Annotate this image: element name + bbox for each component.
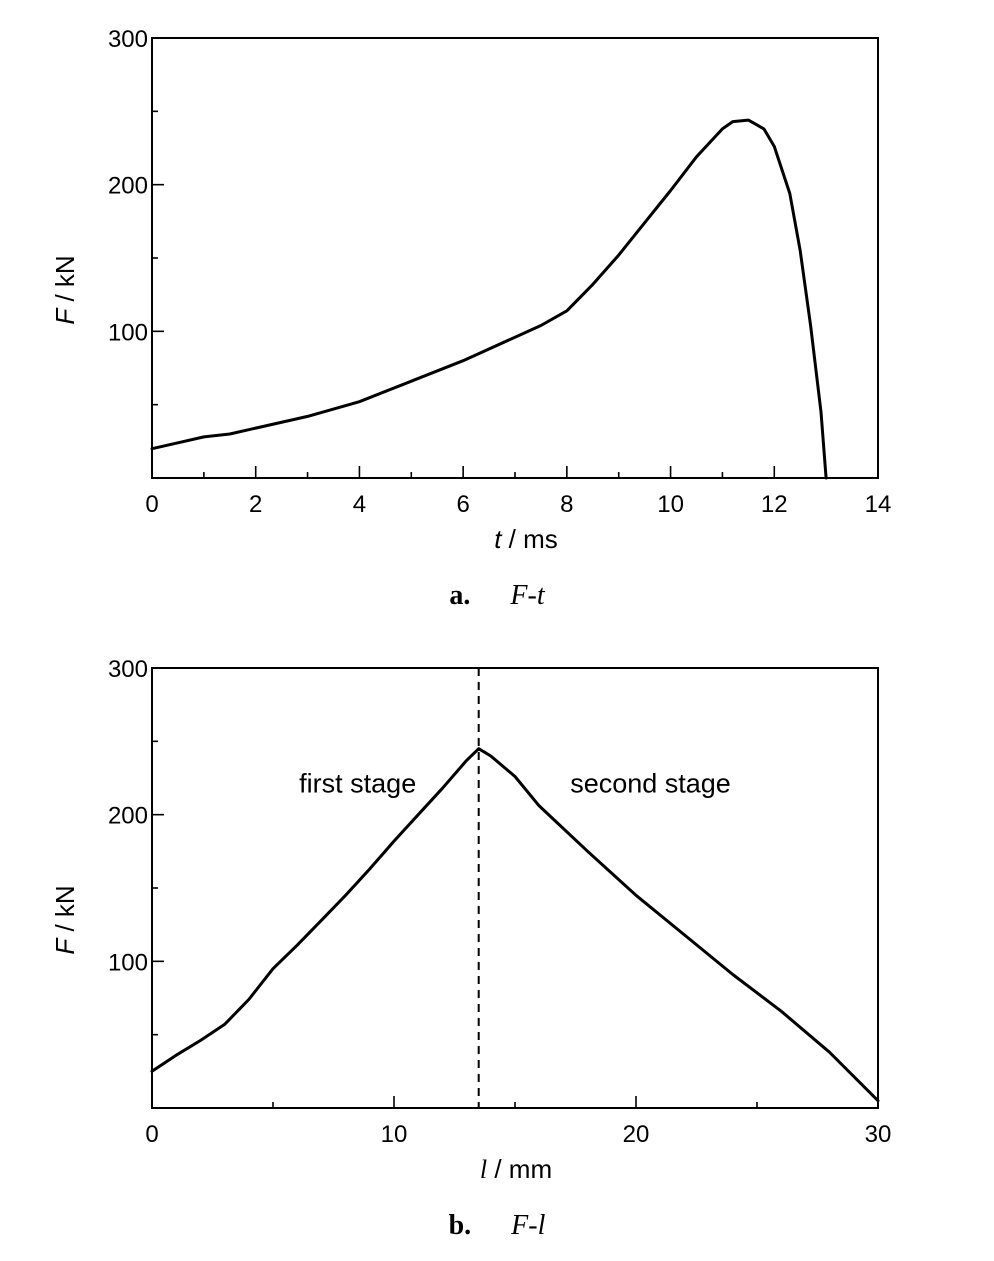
panel-a-y-tick-label: 300 xyxy=(108,26,148,53)
panel-a-plot-frame xyxy=(151,37,879,479)
panel-b-x-tick-label: 20 xyxy=(623,1121,650,1148)
panel-a-x-tick-label: 8 xyxy=(560,491,573,518)
panel-a-y-tick-label: 100 xyxy=(108,319,148,346)
panel-b-x-axis-label: l / mm xyxy=(480,1154,552,1184)
panel-b-x-tick-label: 10 xyxy=(381,1121,408,1148)
panel-b-x-ticks: 0 10 20 30 xyxy=(145,1096,891,1148)
panel-b-annotations: first stage second stage xyxy=(299,769,731,799)
panel-a-x-tick-label: 0 xyxy=(145,491,158,518)
panel-a: 0 2 4 6 8 10 12 14 100 200 300 F / kN t / ms a. F-… xyxy=(50,26,891,611)
panel-b-y-tick-label: 100 xyxy=(108,949,148,976)
panel-b-y-tick-label: 200 xyxy=(108,803,148,830)
panel-a-x-tick-label: 4 xyxy=(353,491,366,518)
panel-a-x-tick-label: 12 xyxy=(761,491,788,518)
panel-b-series-line xyxy=(150,747,880,1103)
panel-a-caption-text: F-t xyxy=(509,580,545,611)
panel-a-x-axis-unit: / ms xyxy=(501,524,557,554)
panel-a-series-line xyxy=(150,118,828,480)
panel-b-x-tick-label: 0 xyxy=(145,1121,158,1148)
panel-a-x-ticks: 0 2 4 6 8 10 12 14 xyxy=(145,466,891,518)
panel-b-caption-letter: b. xyxy=(449,1210,472,1241)
panel-b-y-ticks: 100 200 300 xyxy=(108,656,164,976)
panel-b-annotation: first stage xyxy=(299,769,416,799)
panel-b-y-axis-var: F xyxy=(50,937,80,955)
panel-b-caption: b. F-l xyxy=(449,1210,546,1241)
panel-a-x-tick-label: 2 xyxy=(249,491,262,518)
panel-b-y-tick-label: 300 xyxy=(108,656,148,683)
panel-b-x-axis-unit: / mm xyxy=(487,1154,552,1184)
panel-a-y-axis-unit: / kN xyxy=(50,255,80,308)
panel-a-y-tick-label: 200 xyxy=(108,173,148,200)
panel-b-x-tick-label: 30 xyxy=(865,1121,892,1148)
panel-a-x-tick-label: 10 xyxy=(657,491,684,518)
panel-a-caption-letter: a. xyxy=(449,580,470,611)
panel-a-x-tick-label: 14 xyxy=(865,491,892,518)
panel-a-y-ticks: 100 200 300 xyxy=(108,26,164,346)
panel-b-caption-text: F-l xyxy=(510,1210,545,1241)
panel-a-y-axis-var: F xyxy=(50,307,80,325)
panel-b-x-axis-var: l xyxy=(480,1155,487,1184)
panel-a-x-axis-label: t / ms xyxy=(494,524,558,554)
panel-b-plot-frame xyxy=(151,667,879,1109)
panel-a-x-tick-label: 6 xyxy=(456,491,469,518)
panel-a-y-axis-label: F / kN xyxy=(50,255,80,324)
panel-b-y-axis-label: F / kN xyxy=(50,885,80,954)
panel-b-annotation: second stage xyxy=(570,769,731,799)
panel-b: 0 10 20 30 100 200 300 first stage second stag… xyxy=(50,656,891,1241)
panel-a-x-axis-var: t xyxy=(494,524,503,554)
panel-b-y-axis-unit: / kN xyxy=(50,885,80,938)
panel-a-caption: a. F-t xyxy=(449,580,545,611)
